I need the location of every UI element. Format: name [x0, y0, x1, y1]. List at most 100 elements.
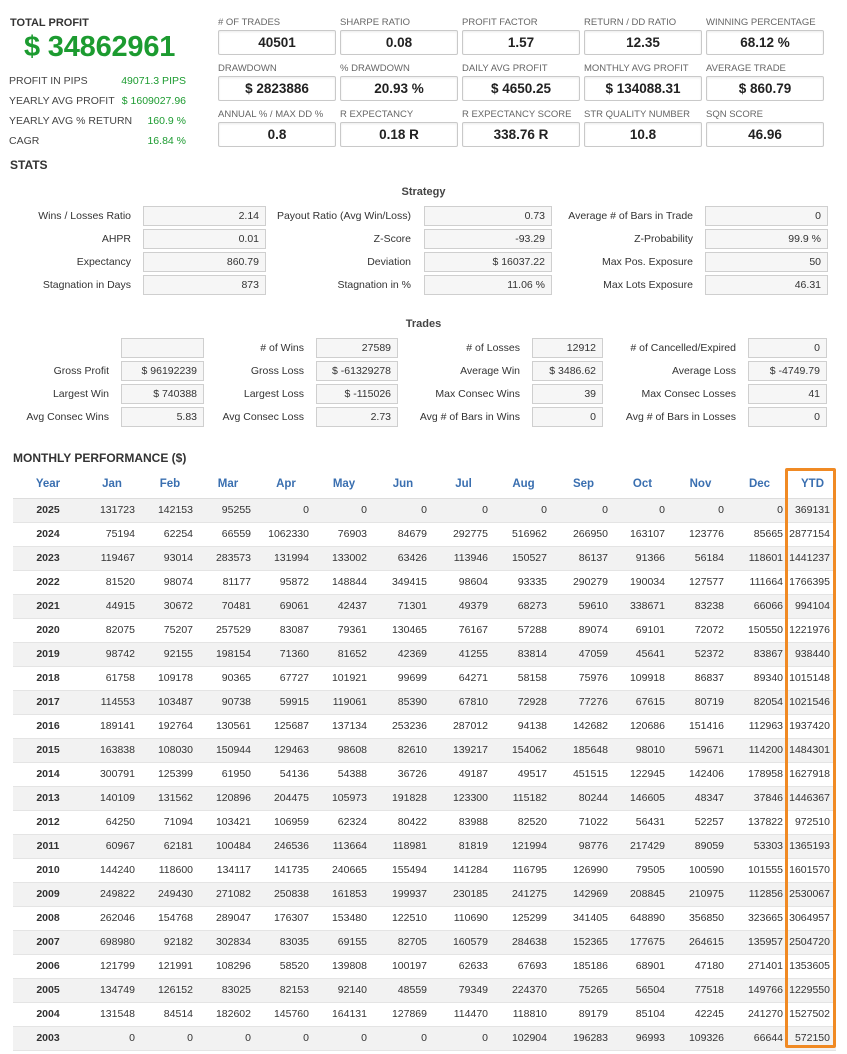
month-value-cell: 516962 — [494, 522, 553, 547]
stat-label: Wins / Losses Ratio — [38, 210, 131, 222]
column-header: Feb — [141, 470, 199, 499]
month-value-cell: 100197 — [373, 954, 433, 979]
month-value-cell: 83867 — [730, 642, 789, 667]
stat-value: 2.14 — [143, 206, 266, 226]
month-value-cell: 125687 — [257, 714, 315, 739]
month-value-cell: 161853 — [315, 882, 373, 907]
month-value-cell: 106959 — [257, 810, 315, 835]
month-value-cell: 94138 — [494, 714, 553, 739]
month-value-cell: 0 — [433, 498, 494, 523]
summary-label: YEARLY AVG % RETURN — [9, 115, 133, 127]
month-value-cell: 177675 — [614, 930, 671, 955]
metric-trades: # OF TRADES 40501 — [218, 17, 336, 55]
stats-heading: STATS — [10, 158, 48, 172]
summary-value: $ 1609027.96 — [121, 95, 186, 107]
year-cell: 2020 — [13, 618, 83, 643]
month-value-cell: 121991 — [141, 954, 199, 979]
month-value-cell: 249822 — [83, 882, 141, 907]
metric-sqn-score: SQN SCORE 46.96 — [706, 109, 824, 147]
month-value-cell: 1062330 — [257, 522, 315, 547]
month-value-cell: 86137 — [553, 546, 614, 571]
trade-stat-label: Largest Win — [52, 388, 109, 400]
month-value-cell: 122945 — [614, 762, 671, 787]
month-value-cell: 71360 — [257, 642, 315, 667]
trade-stat-label: Average Loss — [671, 365, 736, 377]
metric-value: 40501 — [218, 30, 336, 55]
month-value-cell: 0 — [373, 498, 433, 523]
metric-label: MONTHLY AVG PROFIT — [584, 63, 689, 74]
month-value-cell: 198154 — [199, 642, 257, 667]
metric-profit-factor: PROFIT FACTOR 1.57 — [462, 17, 580, 55]
month-value-cell: 47180 — [671, 954, 730, 979]
month-value-cell: 48347 — [671, 786, 730, 811]
month-value-cell: 62633 — [433, 954, 494, 979]
monthly-performance-table: Year Jan Feb Mar Apr May Jun Jul Aug Sep Oct Nov Dec… — [13, 470, 836, 1051]
month-value-cell: 121994 — [494, 834, 553, 859]
trade-stat-value: 0 — [748, 407, 827, 427]
month-value-cell: 99699 — [373, 666, 433, 691]
month-value-cell: 56431 — [614, 810, 671, 835]
month-value-cell: 92182 — [141, 930, 199, 955]
stat-label: Expectancy — [76, 256, 131, 268]
month-value-cell: 176307 — [257, 906, 315, 931]
month-value-cell: 81520 — [83, 570, 141, 595]
ytd-cell: 1015148 — [789, 666, 836, 691]
year-cell: 2025 — [13, 498, 83, 523]
month-value-cell: 83814 — [494, 642, 553, 667]
ytd-cell: 369131 — [789, 498, 836, 523]
summary-value: 49071.3 PIPS — [121, 75, 186, 87]
trade-stat-value: $ 96192239 — [121, 361, 204, 381]
ytd-cell: 2530067 — [789, 882, 836, 907]
month-value-cell: 90365 — [199, 666, 257, 691]
column-header: Jan — [83, 470, 141, 499]
month-value-cell: 230185 — [433, 882, 494, 907]
month-value-cell: 134117 — [199, 858, 257, 883]
month-value-cell: 0 — [315, 1026, 373, 1051]
month-value-cell: 66559 — [199, 522, 257, 547]
stat-label: AHPR — [101, 233, 131, 245]
month-value-cell: 289047 — [199, 906, 257, 931]
trade-stat-value: $ -115026 — [316, 384, 398, 404]
ytd-cell: 972510 — [789, 810, 836, 835]
year-cell: 2019 — [13, 642, 83, 667]
month-value-cell: 102904 — [494, 1026, 553, 1051]
month-value-cell: 59671 — [671, 738, 730, 763]
month-value-cell: 264615 — [671, 930, 730, 955]
column-header: Dec — [730, 470, 789, 499]
month-value-cell: 49379 — [433, 594, 494, 619]
month-value-cell: 196283 — [553, 1026, 614, 1051]
month-value-cell: 81177 — [199, 570, 257, 595]
month-value-cell: 164131 — [315, 1002, 373, 1027]
month-value-cell: 155494 — [373, 858, 433, 883]
table-row: 2005 134749 126152 83025 82153 92140 48559 7934… — [13, 978, 836, 1003]
month-value-cell: 60967 — [83, 834, 141, 859]
table-row: 2004 131548 84514 182602 145760 164131 127869 1… — [13, 1002, 836, 1027]
year-cell: 2022 — [13, 570, 83, 595]
month-value-cell: 98776 — [553, 834, 614, 859]
month-value-cell: 271401 — [730, 954, 789, 979]
metric-annual-max-dd: ANNUAL % / MAX DD % 0.8 — [218, 109, 336, 147]
month-value-cell: 189141 — [83, 714, 141, 739]
month-value-cell: 84514 — [141, 1002, 199, 1027]
trade-stat-value: $ -61329278 — [316, 361, 398, 381]
month-value-cell: 89340 — [730, 666, 789, 691]
month-value-cell: 140109 — [83, 786, 141, 811]
column-header: Sep — [553, 470, 614, 499]
month-value-cell: 98742 — [83, 642, 141, 667]
ytd-cell: 1766395 — [789, 570, 836, 595]
month-value-cell: 112963 — [730, 714, 789, 739]
month-value-cell: 163838 — [83, 738, 141, 763]
ytd-cell: 1353605 — [789, 954, 836, 979]
table-row: 2003 0 0 0 0 0 0 0 102904 196283 96993 109326 66644 5… — [13, 1026, 836, 1051]
trades-heading: Trades — [405, 318, 442, 330]
month-value-cell: 0 — [730, 498, 789, 523]
month-value-cell: 0 — [671, 498, 730, 523]
ytd-cell: 1627918 — [789, 762, 836, 787]
month-value-cell: 103487 — [141, 690, 199, 715]
month-value-cell: 109918 — [614, 666, 671, 691]
month-value-cell: 146605 — [614, 786, 671, 811]
month-value-cell: 49517 — [494, 762, 553, 787]
month-value-cell: 204475 — [257, 786, 315, 811]
month-value-cell: 341405 — [553, 906, 614, 931]
month-value-cell: 54388 — [315, 762, 373, 787]
